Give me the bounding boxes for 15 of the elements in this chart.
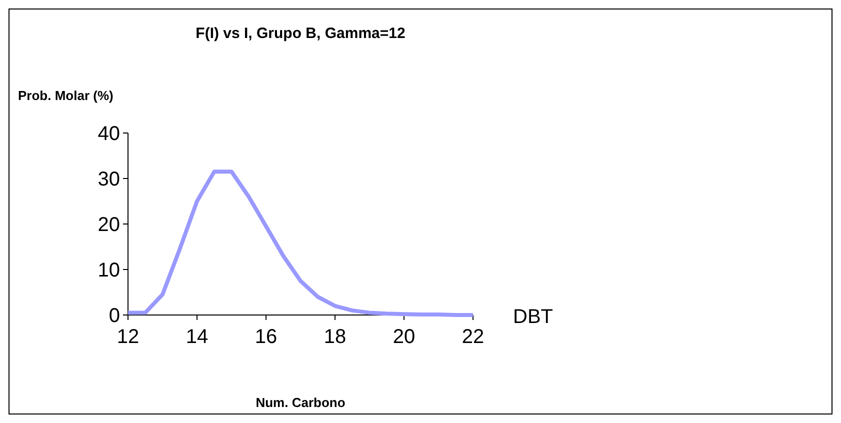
- y-tick-label: 20: [98, 214, 120, 236]
- y-tick-label: 40: [98, 123, 120, 145]
- x-tick-label: 14: [186, 326, 208, 348]
- x-tick-label: 12: [116, 326, 140, 348]
- chart-title: F(I) vs I, Grupo B, Gamma=12: [196, 25, 406, 42]
- y-tick-label: 30: [98, 168, 120, 190]
- x-axis-title: Num. Carbono: [256, 395, 346, 410]
- x-tick-label: 22: [462, 326, 484, 348]
- y-tick-label: 0: [108, 305, 120, 327]
- y-tick-label: 10: [98, 260, 120, 282]
- x-tick-label: 18: [324, 326, 346, 348]
- x-tick-label: 16: [254, 326, 278, 348]
- x-tick-label: 20: [392, 326, 416, 348]
- y-axis-title: Prob. Molar (%): [18, 88, 114, 103]
- text: DBT: [513, 306, 553, 328]
